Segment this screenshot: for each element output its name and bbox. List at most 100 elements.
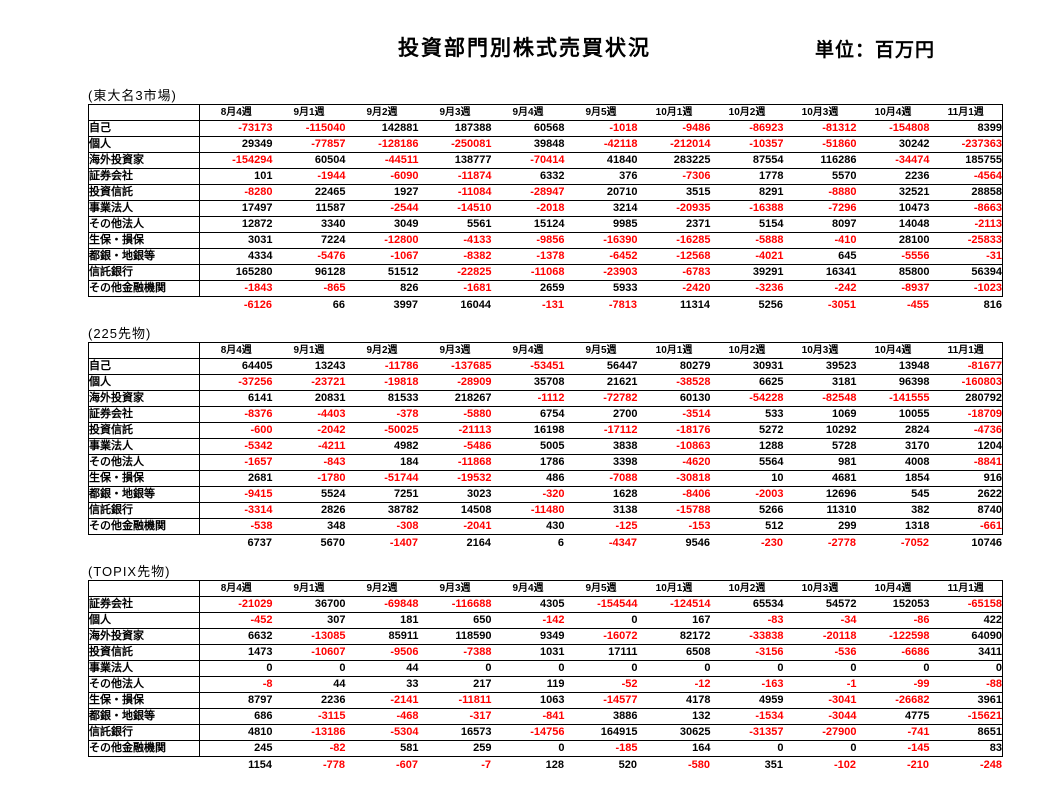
value-cell: 4810 xyxy=(199,724,273,741)
value-cell: 376 xyxy=(564,168,638,185)
row-label: 生保・損保 xyxy=(88,692,200,709)
section-tosho-3-markets: (東大名3市場) 8月4週 9月1週 9月2週 9月3週 9月4週 9月5週 10月1週 10… xyxy=(88,88,1003,313)
value-cell: -468 xyxy=(345,708,419,725)
value-cell: 12696 xyxy=(783,486,857,503)
value-cell: 299 xyxy=(783,518,857,535)
value-cell: 33 xyxy=(345,676,419,693)
row-label: 信託銀行 xyxy=(88,502,200,519)
value-cell: -18176 xyxy=(637,422,711,439)
table-row: 個人 -37256 -23721 -19818 -28909 35708 21621 -385… xyxy=(88,374,1003,391)
value-cell: -2113 xyxy=(929,216,1003,233)
value-cell: 8651 xyxy=(929,724,1003,741)
section-title: (TOPIX先物) xyxy=(88,564,171,579)
value-cell: -1018 xyxy=(564,120,638,137)
value-cell: -125 xyxy=(564,518,638,535)
value-cell: 4681 xyxy=(783,470,857,487)
value-cell: -3044 xyxy=(783,708,857,725)
value-cell: -124514 xyxy=(637,596,711,613)
value-cell: -88 xyxy=(929,676,1003,693)
value-cell: -51860 xyxy=(783,136,857,153)
value-cell: 6332 xyxy=(491,168,565,185)
value-cell: 81533 xyxy=(345,390,419,407)
value-cell: -1112 xyxy=(491,390,565,407)
value-cell: 4775 xyxy=(856,708,930,725)
value-cell: 5933 xyxy=(564,280,638,297)
value-cell: 2371 xyxy=(637,216,711,233)
value-cell: 10292 xyxy=(783,422,857,439)
value-cell: 4982 xyxy=(345,438,419,455)
table-row: 自己 -73173 -115040 142881 187388 60568 -1018 -94… xyxy=(88,120,1003,137)
value-cell: 545 xyxy=(856,486,930,503)
value-cell: 7224 xyxy=(272,232,346,249)
value-cell: 39291 xyxy=(710,264,784,281)
value-cell: -34474 xyxy=(856,152,930,169)
value-cell: 1778 xyxy=(710,168,784,185)
value-cell: -12 xyxy=(637,676,711,693)
value-cell: 6508 xyxy=(637,644,711,661)
value-cell: -9856 xyxy=(491,232,565,249)
value-cell: -1 xyxy=(783,676,857,693)
value-cell: 5524 xyxy=(272,486,346,503)
week-header: 9月3週 xyxy=(418,342,492,359)
value-cell: 217 xyxy=(418,676,492,693)
value-cell: 152053 xyxy=(856,596,930,613)
value-cell: 165280 xyxy=(199,264,273,281)
table-row: その他金融機関 245 -82 581 259 0 -185 164 0 0 -145 83 xyxy=(88,740,1003,757)
week-header: 9月2週 xyxy=(345,580,419,597)
value-cell: -70414 xyxy=(491,152,565,169)
value-cell: -128186 xyxy=(345,136,419,153)
value-cell: 7251 xyxy=(345,486,419,503)
value-cell: 430 xyxy=(491,518,565,535)
value-cell: -17112 xyxy=(564,422,638,439)
table-row: 都銀・地銀等 -9415 5524 7251 3023 -320 1628 -8406 -200… xyxy=(88,486,1003,503)
value-cell: -10607 xyxy=(272,644,346,661)
value-cell: -142 xyxy=(491,612,565,629)
value-cell: -141555 xyxy=(856,390,930,407)
value-cell: 1854 xyxy=(856,470,930,487)
header-row: 8月4週 9月1週 9月2週 9月3週 9月4週 9月5週 10月1週 10月2週 10月3週 1… xyxy=(88,580,1003,597)
value-cell: -51744 xyxy=(345,470,419,487)
week-header: 10月4週 xyxy=(856,104,930,121)
value-cell: -11068 xyxy=(491,264,565,281)
value-cell: 85911 xyxy=(345,628,419,645)
report-header: 投資部門別株式売買状況 単位：百万円 xyxy=(0,0,1058,88)
week-header: 9月1週 xyxy=(272,342,346,359)
table-row: その他法人 -1657 -843 184 -11868 1786 3398 -4620 5564… xyxy=(88,454,1003,471)
value-cell: -185 xyxy=(564,740,638,757)
row-label: その他法人 xyxy=(88,216,200,233)
value-cell: -13085 xyxy=(272,628,346,645)
value-cell: 981 xyxy=(783,454,857,471)
value-cell: -8663 xyxy=(929,200,1003,217)
week-header: 11月1週 xyxy=(929,342,1003,359)
value-cell: -8880 xyxy=(783,184,857,201)
value-cell: -26682 xyxy=(856,692,930,709)
value-cell: 6625 xyxy=(710,374,784,391)
value-cell: 118590 xyxy=(418,628,492,645)
value-cell: 10473 xyxy=(856,200,930,217)
week-header: 9月4週 xyxy=(491,580,565,597)
value-cell: -65158 xyxy=(929,596,1003,613)
week-header: 11月1週 xyxy=(929,104,1003,121)
week-header: 10月4週 xyxy=(856,580,930,597)
value-cell: 9349 xyxy=(491,628,565,645)
value-cell: 65534 xyxy=(710,596,784,613)
week-header: 10月2週 xyxy=(710,342,784,359)
value-cell: -8280 xyxy=(199,184,273,201)
data-table: 8月4週 9月1週 9月2週 9月3週 9月4週 9月5週 10月1週 10月2週 10月3週 1… xyxy=(88,342,1003,535)
value-cell: -15621 xyxy=(929,708,1003,725)
row-label: 個人 xyxy=(88,136,200,153)
table-row: 信託銀行 165280 96128 51512 -22825 -11068 -23903 -6… xyxy=(88,264,1003,281)
value-cell: 14508 xyxy=(418,502,492,519)
value-cell: -12800 xyxy=(345,232,419,249)
value-cell: -30818 xyxy=(637,470,711,487)
value-cell: 11310 xyxy=(783,502,857,519)
total-cell: 128 xyxy=(545,759,564,771)
value-cell: -82 xyxy=(272,740,346,757)
value-cell: -54228 xyxy=(710,390,784,407)
value-cell: -2141 xyxy=(345,692,419,709)
value-cell: 0 xyxy=(710,740,784,757)
value-cell: -3236 xyxy=(710,280,784,297)
value-cell: 32521 xyxy=(856,184,930,201)
value-cell: 0 xyxy=(418,660,492,677)
header-row: 8月4週 9月1週 9月2週 9月3週 9月4週 9月5週 10月1週 10月2週 10月3週 1… xyxy=(88,104,1003,121)
